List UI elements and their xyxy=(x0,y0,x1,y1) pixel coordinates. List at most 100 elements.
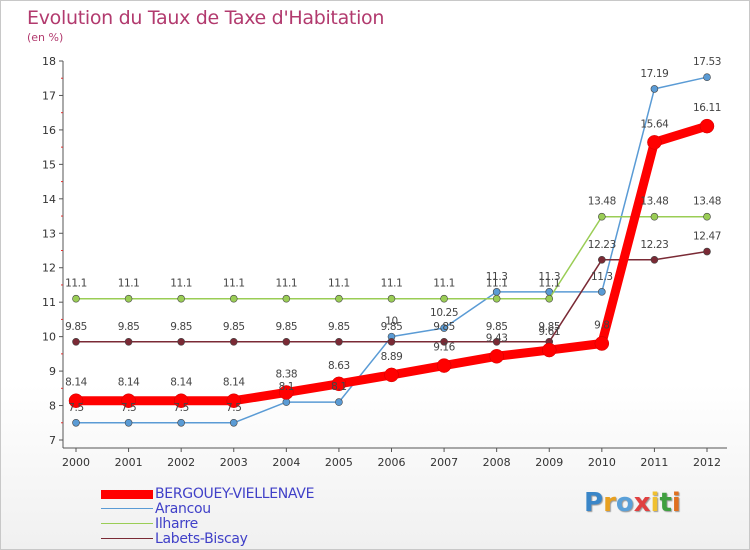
y-tick-label-14: 14 xyxy=(42,193,56,206)
point-ilharre-2008 xyxy=(492,294,501,303)
label-ilharre-2006: 11.1 xyxy=(381,278,403,290)
label-arancou-2009: 11.3 xyxy=(538,271,560,283)
label-labets-biscay-2005: 9.85 xyxy=(328,321,350,333)
label-arancou-2008: 11.3 xyxy=(486,271,508,283)
label-bergouey-viellenave-2004: 8.38 xyxy=(275,368,297,380)
label-arancou-2003: 7.5 xyxy=(226,402,242,414)
point-labets-biscay-2004 xyxy=(282,338,291,346)
label-bergouey-viellenave-2005: 8.63 xyxy=(328,360,350,372)
point-ilharre-2005 xyxy=(335,294,343,303)
label-ilharre-2005: 11.1 xyxy=(328,278,350,290)
x-tick-label-2004: 2004 xyxy=(272,456,300,469)
label-bergouey-viellenave-2009: 9.61 xyxy=(538,326,560,338)
point-bergouey-viellenave-2007 xyxy=(436,358,452,373)
y-tick-label-7: 7 xyxy=(49,434,56,447)
point-bergouey-viellenave-2012 xyxy=(699,118,715,134)
legend-label-arancou: Arancou xyxy=(155,501,211,517)
point-ilharre-2003 xyxy=(229,294,238,303)
y-tick-label-10: 10 xyxy=(42,331,56,344)
point-ilharre-2006 xyxy=(387,294,396,303)
chart-title: Evolution du Taux de Taxe d'Habitation xyxy=(27,7,385,29)
y-tick-label-13: 13 xyxy=(42,227,56,240)
point-labets-biscay-2011 xyxy=(650,256,659,264)
label-bergouey-viellenave-2006: 8.89 xyxy=(381,351,403,363)
label-ilharre-2007: 11.1 xyxy=(433,278,455,290)
label-bergouey-viellenave-2012: 16.11 xyxy=(693,102,721,114)
label-arancou-2006: 10 xyxy=(385,316,398,328)
point-bergouey-viellenave-2001 xyxy=(121,393,136,408)
x-tick-label-2003: 2003 xyxy=(220,456,248,469)
x-tick-label-2002: 2002 xyxy=(167,456,195,469)
label-arancou-2004: 8.1 xyxy=(279,381,295,393)
label-labets-biscay-2010: 12.23 xyxy=(588,239,616,251)
point-bergouey-viellenave-2006 xyxy=(384,367,399,383)
legend-swatch-labets xyxy=(101,538,153,539)
point-arancou-2002 xyxy=(177,418,185,427)
point-ilharre-2007 xyxy=(440,294,448,303)
logo-letter: i xyxy=(671,488,681,518)
label-bergouey-viellenave-2011: 15.64 xyxy=(640,118,669,130)
x-tick-label-2005: 2005 xyxy=(325,456,353,469)
label-arancou-2011: 17.19 xyxy=(640,68,668,80)
label-arancou-2010: 11.3 xyxy=(591,271,613,283)
logo-letter: t xyxy=(659,488,672,518)
label-labets-biscay-2001: 9.85 xyxy=(118,321,140,333)
y-tick-label-16: 16 xyxy=(42,124,56,137)
point-ilharre-2010 xyxy=(598,212,606,221)
label-arancou-2005: 8.1 xyxy=(331,381,347,393)
x-tick-label-2012: 2012 xyxy=(693,456,721,469)
point-ilharre-2002 xyxy=(177,294,185,303)
point-labets-biscay-2008 xyxy=(492,338,501,346)
point-bergouey-viellenave-2000 xyxy=(68,393,84,408)
label-labets-biscay-2011: 12.23 xyxy=(640,239,668,251)
point-bergouey-viellenave-2003 xyxy=(226,393,241,408)
label-arancou-2002: 7.5 xyxy=(173,402,189,414)
y-tick-label-18: 18 xyxy=(42,55,56,68)
label-bergouey-viellenave-2010: 9.8 xyxy=(594,320,610,332)
point-labets-biscay-2006 xyxy=(387,338,396,346)
point-bergouey-viellenave-2004 xyxy=(279,385,294,400)
point-bergouey-viellenave-2008 xyxy=(489,349,504,364)
point-arancou-2003 xyxy=(229,418,238,427)
y-tick-label-9: 9 xyxy=(49,365,56,378)
point-ilharre-2000 xyxy=(72,294,80,303)
legend-label-labets: Labets-Biscay xyxy=(155,531,248,547)
label-labets-biscay-2003: 9.85 xyxy=(223,321,245,333)
logo-letter: i xyxy=(650,488,660,518)
label-arancou-2007: 10.25 xyxy=(430,307,458,319)
legend-label-ilharre: Ilharre xyxy=(155,516,198,532)
point-arancou-2010 xyxy=(598,288,606,296)
label-ilharre-2004: 11.1 xyxy=(275,278,297,290)
x-tick-label-2007: 2007 xyxy=(430,456,458,469)
label-arancou-2001: 7.5 xyxy=(121,402,137,414)
point-labets-biscay-2002 xyxy=(177,338,185,346)
y-tick-label-15: 15 xyxy=(42,158,56,171)
label-bergouey-viellenave-2008: 9.43 xyxy=(486,332,508,344)
point-labets-biscay-2012 xyxy=(703,247,711,256)
x-tick-label-2006: 2006 xyxy=(378,456,406,469)
label-bergouey-viellenave-2003: 8.14 xyxy=(223,377,245,389)
y-tick-label-11: 11 xyxy=(42,296,56,309)
x-tick-label-2000: 2000 xyxy=(62,456,90,469)
logo-letter: P xyxy=(584,488,604,518)
data-labels: 7.5 7.5 7.5 7.5 8.1 8.1 10 10.25 11.3 11.3 11.3 17.… xyxy=(65,56,721,414)
label-ilharre-2009: 11.1 xyxy=(538,278,560,290)
label-labets-biscay-2012: 12.47 xyxy=(693,231,721,243)
point-labets-biscay-2003 xyxy=(229,338,238,346)
point-bergouey-viellenave-2002 xyxy=(173,393,189,408)
logo-letter: o xyxy=(615,488,634,518)
label-labets-biscay-2007: 9.85 xyxy=(433,321,455,333)
point-ilharre-2004 xyxy=(282,294,291,303)
label-ilharre-2002: 11.1 xyxy=(170,278,192,290)
legend-label-bergouey: BERGOUEY-VIELLENAVE xyxy=(155,486,315,502)
point-ilharre-2012 xyxy=(703,212,711,221)
label-arancou-2000: 7.5 xyxy=(68,402,84,414)
axes: 7 8 9 10 11 12 13 14 15 16 17 18 2000 2001 2002 2003 200… xyxy=(42,55,727,469)
label-bergouey-viellenave-2001: 8.14 xyxy=(118,377,140,389)
point-arancou-2001 xyxy=(124,418,133,427)
point-labets-biscay-2007 xyxy=(440,338,448,346)
y-tick-label-17: 17 xyxy=(42,89,56,102)
label-ilharre-2001: 11.1 xyxy=(118,278,140,290)
label-bergouey-viellenave-2000: 8.14 xyxy=(65,377,87,389)
